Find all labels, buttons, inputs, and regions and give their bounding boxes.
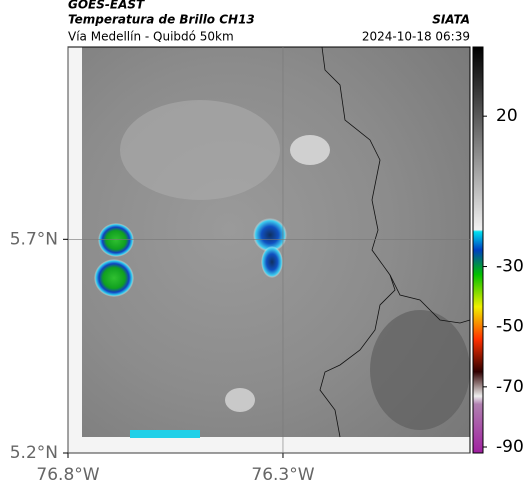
cold-cloud (253, 218, 287, 252)
source: SIATA (432, 13, 470, 27)
colorbar-tick-label: -30 (496, 257, 524, 277)
cold-cloud (261, 246, 283, 278)
border (319, 274, 396, 438)
x-tick-label: 76.3°W (251, 465, 314, 485)
colorbar-tick-label: -50 (496, 317, 524, 337)
title: GOES-EAST (68, 0, 145, 12)
cold-cloud (130, 430, 200, 438)
colorbar-tick-label: -70 (496, 377, 524, 397)
cloud (370, 310, 470, 430)
subtitle: Temperatura de Brillo CH13 (68, 13, 255, 27)
y-tick-label: 5.2°N (10, 443, 58, 463)
cloud (225, 388, 255, 412)
border (321, 46, 471, 324)
timestamp: 2024-10-18 06:39 (362, 30, 470, 44)
map-frame (67, 46, 471, 454)
no-data (68, 47, 82, 453)
colorbar (472, 46, 484, 454)
cloud (120, 100, 280, 200)
colorbar-tick-label: -90 (496, 437, 524, 457)
no-data (68, 437, 470, 453)
cloud (290, 135, 330, 165)
cold-cloud (98, 223, 134, 257)
cold-cloud (94, 259, 134, 297)
region: Vía Medellín - Quibdó 50km (68, 30, 234, 44)
y-tick-label: 5.7°N (10, 229, 58, 249)
x-tick-label: 76.8°W (36, 465, 99, 485)
colorbar-tick-label: 20 (496, 106, 518, 126)
